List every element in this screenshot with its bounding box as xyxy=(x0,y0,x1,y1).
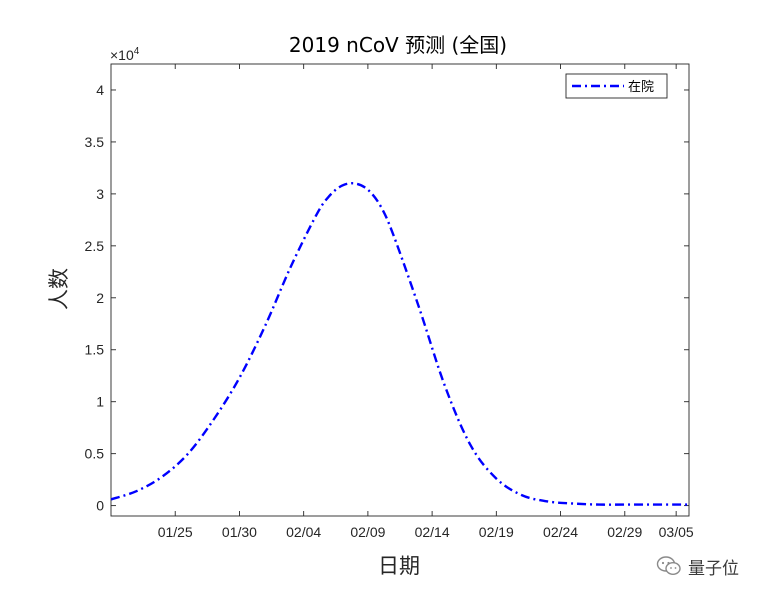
y-tick-label: 3 xyxy=(96,186,104,202)
y-tick-label: 4 xyxy=(96,82,104,98)
axes-box xyxy=(110,63,690,517)
y-exponent-base: ×10 xyxy=(110,47,134,63)
x-axis-title: 日期 xyxy=(378,554,420,578)
y-exponent-power: 4 xyxy=(134,46,140,57)
wechat-icon xyxy=(656,556,681,576)
svg-text:×104: ×104 xyxy=(110,46,140,63)
x-tick-label: 01/25 xyxy=(158,524,193,540)
y-tick-label: 3.5 xyxy=(85,134,105,150)
legend-label: 在院 xyxy=(628,80,654,95)
y-tick-label: 2 xyxy=(96,290,104,306)
y-tick-label: 0.5 xyxy=(85,446,105,462)
x-tick-label: 02/24 xyxy=(543,524,578,540)
x-tick-label: 02/29 xyxy=(607,524,642,540)
y-tick-label: 2.5 xyxy=(85,238,105,254)
x-tick-label: 01/30 xyxy=(222,524,257,540)
plot-area: 0 0.5 1 1.5 2 2.5 3 3.5 4 01/25 01/30 02/04 02/09 02/… xyxy=(85,63,694,540)
legend: 在院 xyxy=(565,73,668,99)
x-tick-label: 03/05 xyxy=(659,524,694,540)
y-axis-title: 人数 xyxy=(47,268,71,310)
x-tick-label: 02/09 xyxy=(350,524,385,540)
watermark: 量子位 xyxy=(656,554,739,579)
y-tick-label: 1.5 xyxy=(85,342,105,358)
series-line-0 xyxy=(110,182,689,506)
y-tick-label: 0 xyxy=(96,498,104,514)
chart-title: 2019 nCoV 预测 (全国) xyxy=(289,33,507,57)
y-exponent: ×104 xyxy=(110,46,140,63)
x-tick-label: 02/04 xyxy=(286,524,321,540)
y-tick-label: 1 xyxy=(96,394,104,410)
x-tick-label: 02/14 xyxy=(415,524,450,540)
x-tick-label: 02/19 xyxy=(479,524,514,540)
watermark-text: 量子位 xyxy=(688,558,739,579)
